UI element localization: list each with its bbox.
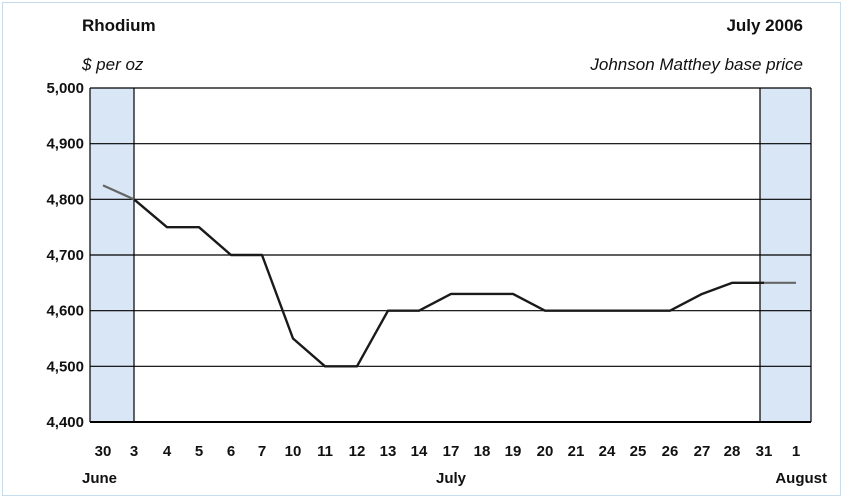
x-tick-label-15: 20 bbox=[537, 443, 554, 460]
x-tick-label-11: 14 bbox=[411, 443, 428, 460]
chart-title: Rhodium bbox=[82, 16, 156, 35]
y-tick-label-4800: 4,800 bbox=[46, 191, 84, 208]
month-label-july: July bbox=[436, 470, 467, 487]
series-line bbox=[133, 198, 764, 368]
x-tick-label-23: 1 bbox=[792, 443, 800, 460]
y-tick-label-4700: 4,700 bbox=[46, 247, 84, 264]
month-label-june: June bbox=[82, 470, 117, 487]
x-tick-label-10: 13 bbox=[380, 443, 397, 460]
x-tick-label-5: 6 bbox=[227, 443, 235, 460]
y-tick-label-5000: 5,000 bbox=[46, 80, 84, 97]
x-tick-label-8: 11 bbox=[317, 443, 333, 460]
month-label-august: August bbox=[775, 470, 827, 487]
source-label: Johnson Matthey base price bbox=[590, 55, 803, 74]
x-tick-label-20: 27 bbox=[694, 443, 711, 460]
y-tick-label-4600: 4,600 bbox=[46, 303, 84, 320]
x-tick-label-19: 26 bbox=[662, 443, 679, 460]
y-tick-label-4900: 4,900 bbox=[46, 136, 84, 153]
x-tick-label-4: 5 bbox=[195, 443, 203, 460]
unit-label: $ per oz bbox=[82, 55, 144, 74]
x-tick-label-7: 10 bbox=[285, 443, 302, 460]
x-tick-label-13: 18 bbox=[474, 443, 491, 460]
x-tick-label-3: 4 bbox=[163, 443, 172, 460]
x-tick-label-22: 31 bbox=[756, 443, 773, 460]
series-line-start bbox=[102, 184, 135, 201]
x-tick-label-9: 12 bbox=[349, 443, 366, 460]
x-tick-label-16: 21 bbox=[568, 443, 585, 460]
x-tick-label-18: 25 bbox=[630, 443, 647, 460]
x-tick-label-12: 17 bbox=[443, 443, 460, 460]
y-tick-label-4400: 4,400 bbox=[46, 414, 84, 431]
chart-date: July 2006 bbox=[726, 16, 803, 35]
x-tick-label-6: 7 bbox=[258, 443, 266, 460]
x-tick-label-17: 24 bbox=[599, 443, 616, 460]
x-tick-label-21: 28 bbox=[724, 443, 741, 460]
x-tick-label-14: 19 bbox=[505, 443, 522, 460]
x-tick-label-2: 3 bbox=[130, 443, 138, 460]
y-tick-label-4500: 4,500 bbox=[46, 358, 84, 375]
x-tick-label-1: 30 bbox=[95, 443, 112, 460]
